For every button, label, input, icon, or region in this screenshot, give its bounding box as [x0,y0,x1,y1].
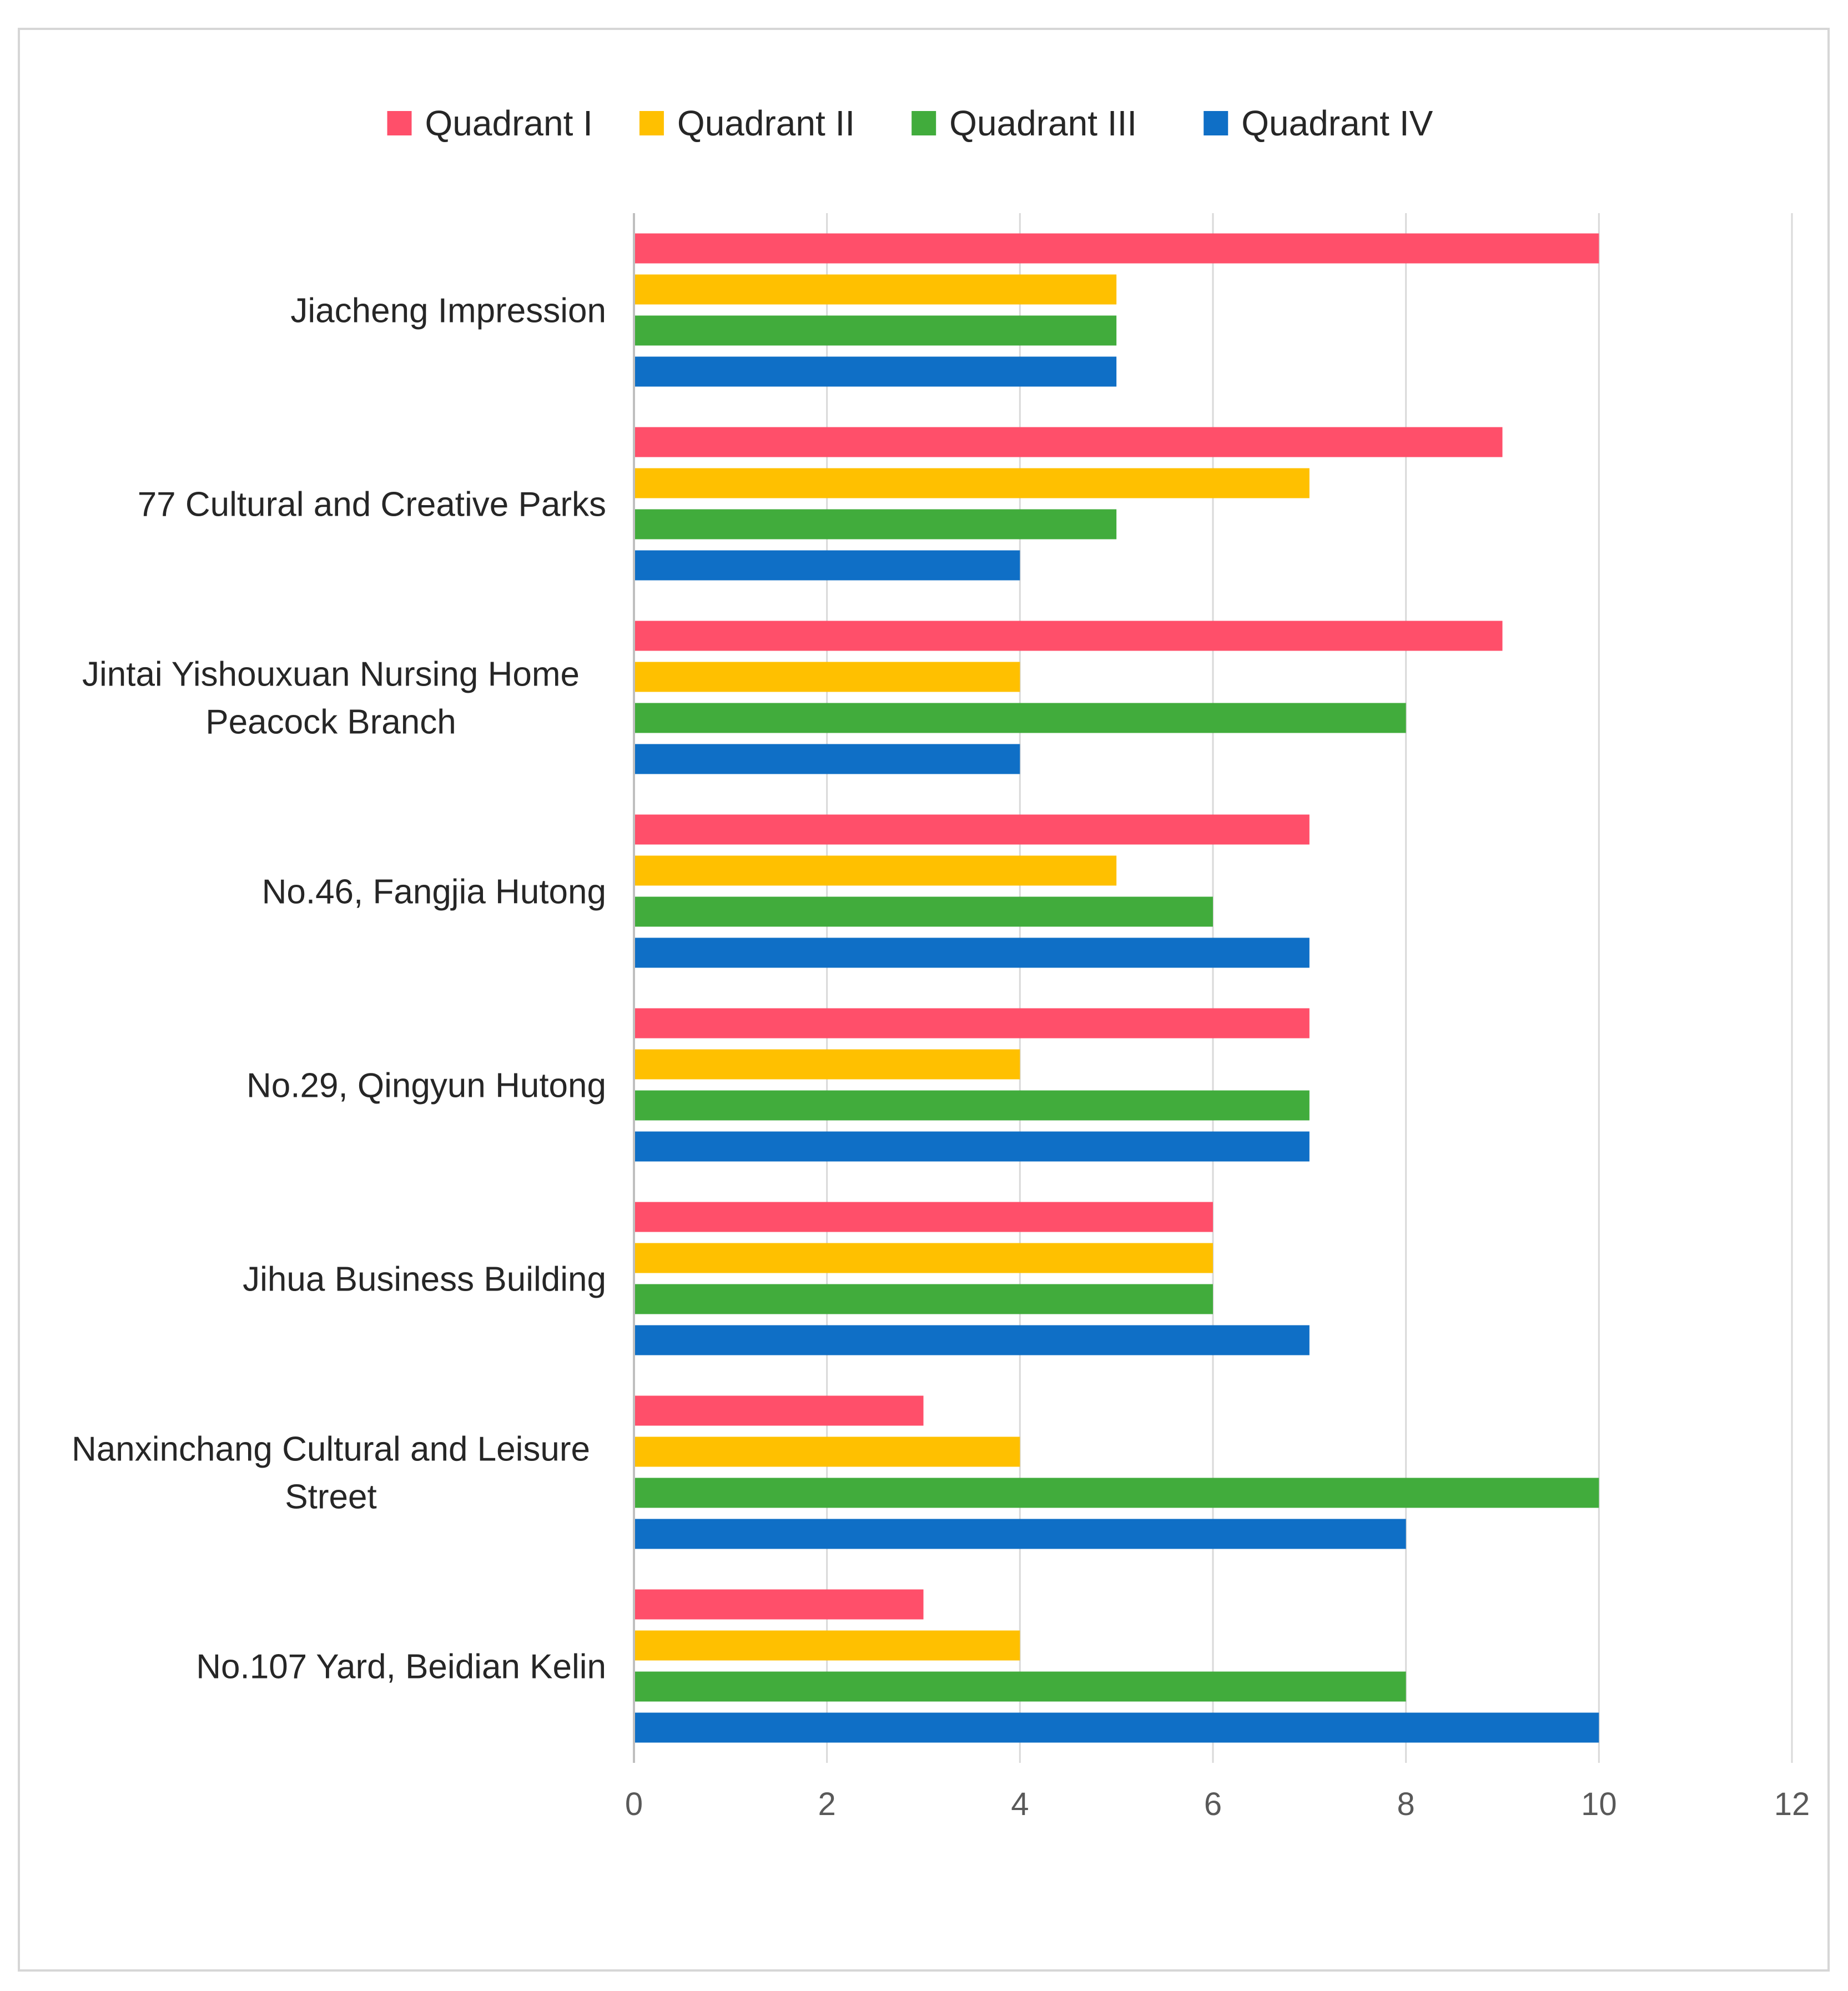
bar-3-7 [634,1478,1599,1508]
x-tick-label-6: 6 [1204,1786,1222,1822]
category-label-line: Peacock Branch [205,703,456,742]
bar-1-3 [634,621,1503,651]
bar-1-2 [634,427,1503,457]
bar-3-5 [634,1090,1310,1121]
x-tick-label-4: 4 [1011,1786,1029,1822]
legend-swatch-2 [639,111,664,135]
bar-2-4 [634,855,1117,886]
bar-2-3 [634,662,1020,692]
bar-1-7 [634,1395,924,1426]
bars [634,233,1599,1743]
x-tick-label-12: 12 [1774,1786,1810,1822]
bar-2-7 [634,1436,1020,1467]
bar-1-5 [634,1008,1310,1039]
bar-3-8 [634,1671,1406,1702]
bar-3-6 [634,1284,1213,1314]
x-tick-label-10: 10 [1581,1786,1617,1822]
legend-swatch-3 [912,111,936,135]
bar-2-2 [634,468,1310,498]
category-label-line: Street [285,1478,376,1516]
bar-4-2 [634,550,1020,581]
bar-2-8 [634,1630,1020,1661]
category-label-6: Jihua Business Building [243,1261,606,1299]
category-label-5: No.29, Qingyun Hutong [246,1067,606,1105]
x-tick-label-0: 0 [625,1786,643,1822]
bar-4-6 [634,1325,1310,1355]
bar-3-4 [634,896,1213,927]
bar-4-1 [634,356,1117,387]
legend-label-4: Quadrant IV [1241,103,1433,143]
bar-1-1 [634,233,1599,264]
x-tick-label-8: 8 [1397,1786,1415,1822]
bar-1-4 [634,814,1310,845]
bar-1-6 [634,1202,1213,1232]
axes: 0 2 4 6 8 10 12 Jiacheng Impression 77 Cultural … [72,213,1810,1822]
legend: Quadrant I Quadrant II Quadrant III Quadran… [387,103,1433,143]
category-label-1: Jiacheng Impression [290,292,606,330]
bar-4-7 [634,1519,1406,1549]
legend-swatch-1 [387,111,412,135]
category-label-line: Nanxinchang Cultural and Leisure [72,1430,590,1469]
category-label-3: Jintai Yishouxuan Nursing Home Peacock Br… [82,656,580,742]
x-tick-label-2: 2 [818,1786,836,1822]
legend-label-3: Quadrant III [949,103,1137,143]
bar-4-8 [634,1712,1599,1743]
bar-2-1 [634,274,1117,305]
bar-2-6 [634,1243,1213,1273]
legend-label-2: Quadrant II [677,103,855,143]
bar-3-1 [634,315,1117,346]
category-label-4: No.46, Fangjia Hutong [262,873,606,911]
bar-4-5 [634,1131,1310,1162]
category-label-line: Jintai Yishouxuan Nursing Home [82,656,580,694]
bar-4-3 [634,744,1020,774]
category-label-2: 77 Cultural and Creative Parks [138,486,606,524]
bar-1-8 [634,1589,924,1620]
category-label-7: Nanxinchang Cultural and Leisure Street [72,1430,590,1516]
legend-swatch-4 [1204,111,1228,135]
category-label-8: No.107 Yard, Beidian Kelin [196,1648,606,1686]
bar-4-4 [634,937,1310,968]
bar-3-2 [634,509,1117,540]
bar-3-3 [634,703,1406,733]
legend-label-1: Quadrant I [425,103,593,143]
bar-2-5 [634,1049,1020,1080]
